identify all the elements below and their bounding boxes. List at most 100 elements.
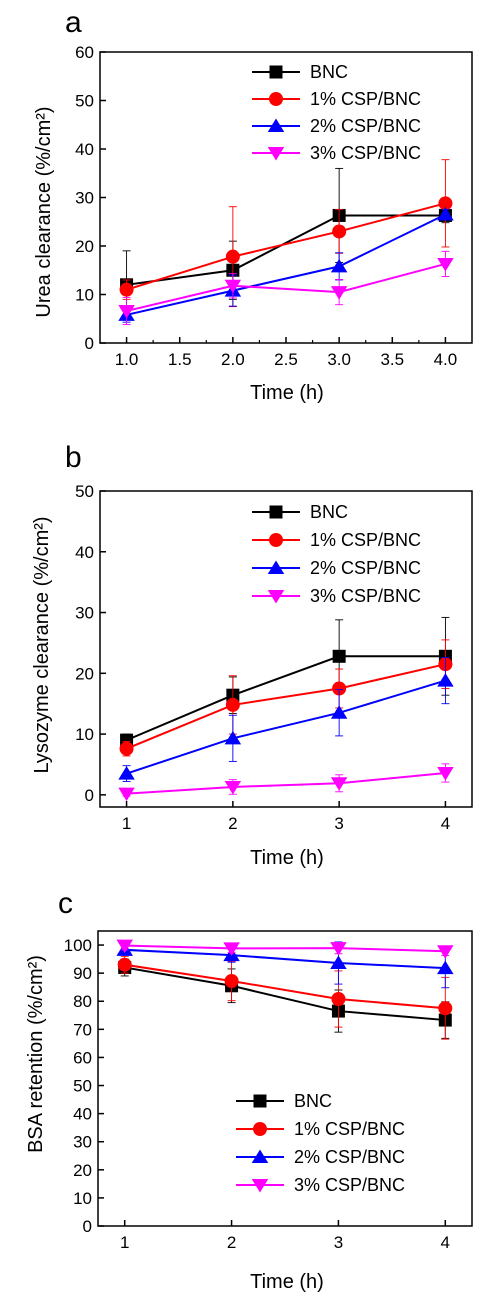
panel-a-legend: BNC 1% CSP/BNC 2% CSP/BNC 3% CSP/BNC (252, 62, 421, 163)
panel-c-data-point (437, 945, 454, 959)
panel-a-series-line (126, 214, 446, 286)
panel-b-y-tick-label: 10 (75, 725, 94, 744)
panel-letter-c: c (58, 887, 73, 920)
panel-b-data-point (119, 741, 134, 756)
panel-c-series-3 (116, 939, 454, 959)
panel-b-data-point (330, 705, 348, 719)
panel-b-data-point (224, 730, 242, 745)
panel-a-x-tick-label: 4.0 (434, 350, 458, 369)
panel-c-legend-label: 3% CSP/BNC (294, 1175, 405, 1195)
panel-c-x-tick-label: 1 (120, 1233, 129, 1252)
panel-c-y-tick-label: 90 (73, 964, 92, 983)
panel-c-x-axis-title: Time (h) (250, 1271, 324, 1293)
panel-b-y-axis-title: Lysozyme clearance (%/cm²) (31, 516, 53, 773)
panel-b-series-line (126, 679, 446, 775)
panel-c-y-tick-label: 40 (73, 1105, 92, 1124)
panel-b-legend-marker (269, 533, 283, 547)
panel-b-data-point (118, 766, 135, 780)
panel-a-legend-label: 2% CSP/BNC (310, 116, 421, 136)
panel-b-legend-label: 1% CSP/BNC (310, 530, 421, 550)
panel-c: c BSA retention (%/cm²) Time (h) 1 2 3 4010… (25, 887, 473, 1293)
panel-a-y-tick-label: 40 (75, 140, 94, 159)
panel-c-data-point (437, 960, 454, 975)
panel-a-data-point (332, 224, 347, 239)
panel-c-series-line (124, 966, 446, 1022)
panel-b-legend-marker (267, 590, 285, 604)
panel-b-axes-frame (99, 490, 473, 808)
panel-c-series-line (124, 948, 446, 970)
panel-a-x-tick-label: 2.0 (221, 350, 245, 369)
panel-b-series-1 (119, 639, 453, 757)
panel-b-data-point (332, 681, 347, 696)
panel-b-x-tick-label: 3 (334, 814, 343, 833)
panel-c-legend-marker (253, 1094, 267, 1108)
panel-b-legend-marker (267, 560, 285, 574)
panel-c-x-tick-label: 3 (334, 1233, 343, 1252)
panel-a-series-line (126, 262, 446, 312)
panel-b-legend: BNC 1% CSP/BNC 2% CSP/BNC 3% CSP/BNC (252, 502, 421, 606)
panel-b-series-line (126, 655, 446, 742)
panel-a-data-point (224, 279, 242, 294)
panel-b-legend-label: 2% CSP/BNC (310, 558, 421, 578)
panel-c-data-point (438, 1001, 453, 1016)
panel-a-legend-label: 3% CSP/BNC (310, 143, 421, 163)
panel-a-series-2 (118, 206, 454, 323)
panel-c-series-line (124, 963, 446, 1010)
panel-b-legend-marker (269, 505, 283, 519)
panel-a-legend-marker (267, 147, 285, 161)
panel-a-data-point (437, 206, 454, 221)
panel-b-legend-label: BNC (310, 502, 348, 522)
panel-a-plot-area: 1.0 1.5 2.0 2.5 3.0 3.5 4.0 0 10 20 30 40 50 60 BNC 1% … (75, 43, 473, 369)
panel-a-data-point (330, 286, 348, 300)
panel-a-legend-label: BNC (310, 62, 348, 82)
panel-c-y-tick-label: 50 (73, 1077, 92, 1096)
panel-letter-a: a (65, 6, 82, 39)
panel-c-y-tick-label: 20 (73, 1161, 92, 1180)
panel-b-y-tick-label: 0 (85, 786, 94, 805)
panel-c-axes-frame (97, 930, 473, 1227)
panel-c-legend-label: 1% CSP/BNC (294, 1119, 405, 1139)
panel-b-x-axis-title: Time (h) (250, 847, 324, 869)
panel-b-series-3 (118, 763, 454, 802)
panel-a-data-point (330, 258, 348, 273)
panel-a-data-point (437, 257, 454, 272)
panel-a-x-tick-label: 3.5 (380, 350, 404, 369)
panel-b-y-tick-label: 20 (75, 664, 94, 683)
panel-b-y-tick-label: 30 (75, 604, 94, 623)
panel-c-y-tick-label: 0 (83, 1217, 92, 1236)
panel-a-x-tick-label: 1.5 (168, 350, 192, 369)
panel-a-x-tick-label: 1.0 (115, 350, 139, 369)
panel-b-data-point (330, 777, 348, 791)
panel-b-x-tick-label: 1 (122, 814, 131, 833)
panel-c-data-point (224, 974, 239, 989)
panel-b-data-point (224, 780, 242, 795)
panel-a-y-tick-label: 50 (75, 92, 94, 111)
panel-c-data-point (116, 939, 133, 954)
panel-a-x-tick-label: 3.0 (327, 350, 351, 369)
panel-a-y-tick-label: 20 (75, 237, 94, 256)
panel-b-x-tick-label: 2 (228, 814, 237, 833)
panel-b-data-point (437, 673, 454, 687)
panel-c-y-tick-label: 30 (73, 1133, 92, 1152)
panel-a-y-tick-label: 0 (85, 334, 94, 353)
panel-a: a Urea clearance (%/cm²) Time (h) 1.0 1.5… (33, 6, 473, 404)
panel-b-series-0 (120, 616, 452, 747)
panel-c-data-point (117, 957, 132, 972)
panel-c-x-tick-label: 2 (227, 1233, 236, 1252)
panel-b-series-line (126, 771, 446, 795)
panel-c-x-tick-label: 4 (441, 1233, 450, 1252)
panel-c-legend-label: BNC (294, 1091, 332, 1111)
panel-b-x-tick-label: 4 (441, 814, 450, 833)
panel-c-legend-label: 2% CSP/BNC (294, 1147, 405, 1167)
panel-c-legend-marker (253, 1122, 267, 1136)
panel-c-y-tick-label: 70 (73, 1020, 92, 1039)
panel-a-series-line (126, 202, 446, 291)
panel-a-series-line (126, 213, 446, 316)
panel-c-legend-marker (251, 1149, 269, 1163)
panel-c-data-point (331, 991, 346, 1006)
panel-b-y-tick-label: 50 (75, 482, 94, 501)
panel-b: b Lysozyme clearance (%/cm²) Time (h) 1 2… (31, 441, 473, 869)
